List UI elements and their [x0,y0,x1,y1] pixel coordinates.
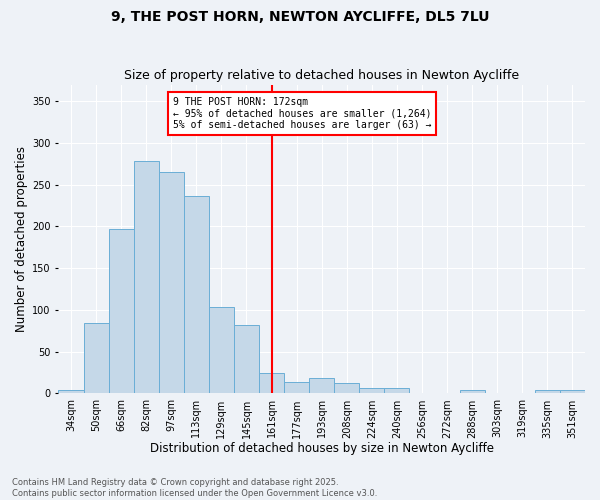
Bar [460,390,485,394]
Bar [134,162,159,394]
Title: Size of property relative to detached houses in Newton Aycliffe: Size of property relative to detached ho… [124,69,519,82]
Text: 9, THE POST HORN, NEWTON AYCLIFFE, DL5 7LU: 9, THE POST HORN, NEWTON AYCLIFFE, DL5 7… [111,10,489,24]
Bar [284,382,309,394]
Bar [184,196,209,394]
Bar [209,306,234,394]
Y-axis label: Number of detached properties: Number of detached properties [15,146,28,332]
Bar [234,325,259,394]
Bar [334,384,359,394]
Bar [58,390,83,394]
Text: Contains HM Land Registry data © Crown copyright and database right 2025.
Contai: Contains HM Land Registry data © Crown c… [12,478,377,498]
Bar [560,390,585,394]
Text: 9 THE POST HORN: 172sqm
← 95% of detached houses are smaller (1,264)
5% of semi-: 9 THE POST HORN: 172sqm ← 95% of detache… [173,97,431,130]
Bar [385,388,409,394]
Bar [83,322,109,394]
Bar [359,388,385,394]
Bar [535,390,560,394]
Bar [309,378,334,394]
Bar [109,229,134,394]
Bar [259,372,284,394]
Bar [159,172,184,394]
X-axis label: Distribution of detached houses by size in Newton Aycliffe: Distribution of detached houses by size … [150,442,494,455]
